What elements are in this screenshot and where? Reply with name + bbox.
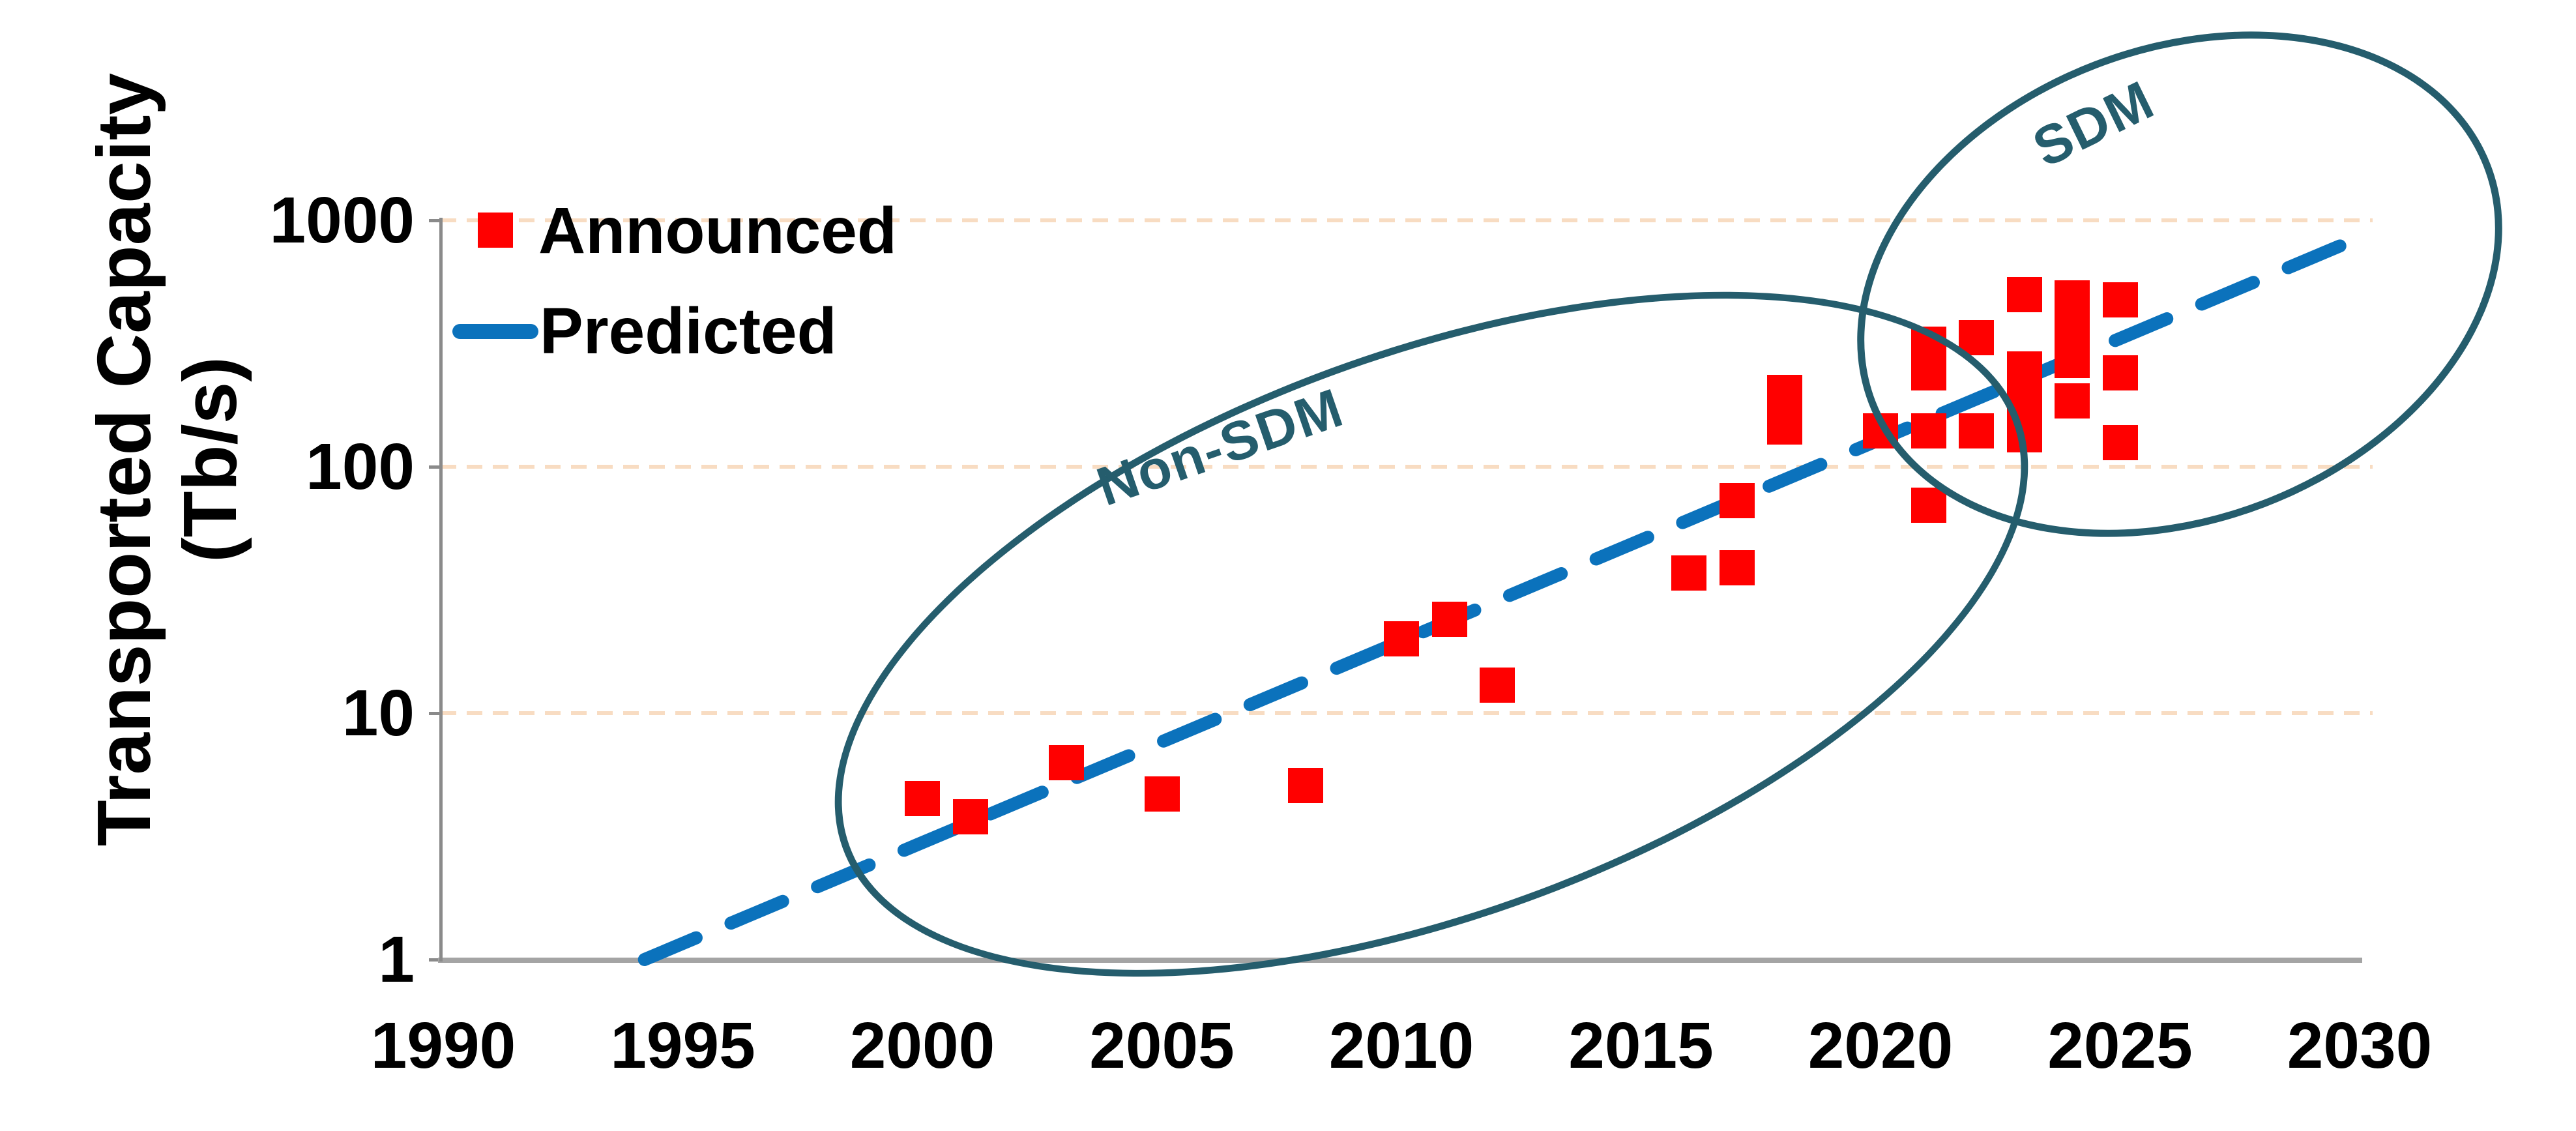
data-point [2055, 280, 2090, 316]
data-point [1910, 487, 1946, 523]
announced-legend-label: Announced [538, 194, 897, 267]
x-tick-label-2010: 2010 [1328, 1009, 1474, 1082]
data-point [1144, 776, 1180, 812]
data-point [1767, 375, 1802, 411]
data-point [1671, 555, 1706, 591]
data-point [1480, 667, 1515, 703]
data-point [2006, 276, 2042, 312]
data-point [1767, 409, 1802, 445]
gridline-1000 [441, 218, 2373, 222]
y-tick-label-1000: 1000 [269, 184, 415, 257]
data-point [2006, 417, 2042, 452]
x-tick-label-2000: 2000 [849, 1009, 995, 1082]
y-tick-mark-10 [429, 712, 441, 715]
data-point [2102, 282, 2138, 318]
x-tick-label-1995: 1995 [610, 1009, 755, 1082]
y-tick-label-10: 10 [342, 677, 415, 750]
data-point [1048, 744, 1084, 780]
data-point [2055, 342, 2090, 378]
x-tick-label-2015: 2015 [1568, 1009, 1714, 1082]
predicted-legend-label: Predicted [540, 295, 837, 368]
data-point [905, 781, 940, 817]
y-tick-mark-1000 [429, 219, 441, 222]
x-axis-line [438, 958, 2362, 963]
y-tick-mark-1 [429, 958, 441, 962]
data-point [2006, 351, 2042, 387]
data-point [1910, 326, 1946, 362]
predicted-legend-marker [452, 324, 538, 339]
data-point [952, 799, 988, 834]
data-point [2102, 355, 2138, 391]
data-point [1959, 413, 1994, 448]
data-point [1959, 319, 1994, 355]
x-tick-label-2025: 2025 [2047, 1009, 2193, 1082]
y-tick-label-1: 1 [378, 923, 415, 996]
y-tick-mark-100 [429, 465, 441, 469]
data-point [1431, 602, 1467, 638]
data-point [1719, 482, 1755, 518]
data-point [2055, 312, 2090, 347]
x-tick-label-2020: 2020 [1808, 1009, 1954, 1082]
data-point [1863, 413, 1898, 448]
data-point [2055, 383, 2090, 419]
data-point [1719, 550, 1755, 585]
y-axis-line [439, 218, 443, 962]
announced-legend-marker [478, 213, 513, 248]
x-tick-label-1990: 1990 [370, 1009, 516, 1082]
x-tick-label-2005: 2005 [1089, 1009, 1235, 1082]
data-point [2006, 383, 2042, 419]
x-tick-label-2030: 2030 [2287, 1009, 2433, 1082]
gridline-100 [441, 465, 2373, 469]
data-point [1910, 413, 1946, 448]
gridline-10 [441, 711, 2373, 715]
data-point [2102, 425, 2138, 461]
data-point [1384, 621, 1419, 657]
data-point [1288, 767, 1323, 803]
y-axis-title-line1: Transported Capacity [81, 72, 166, 847]
y-tick-label-100: 100 [306, 430, 415, 503]
